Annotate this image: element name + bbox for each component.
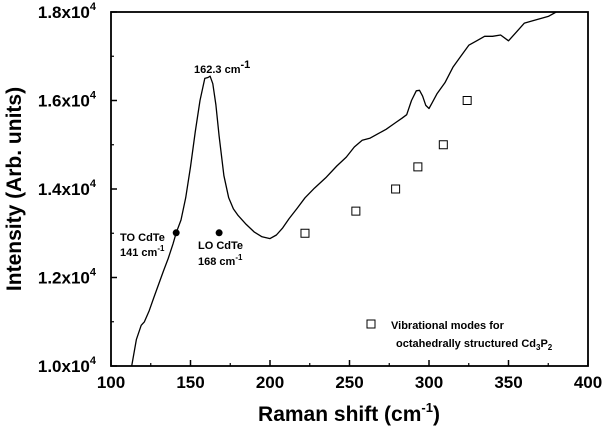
y-tick-exponent: 4	[90, 178, 97, 190]
legend-marker	[366, 319, 376, 329]
lo-cdte-value-sup: -1	[235, 253, 243, 262]
legend-line-2-main: octahedrally structured Cd	[396, 338, 536, 350]
vibrational-mode-marker	[438, 140, 448, 150]
x-tick-label: 300	[415, 373, 443, 392]
legend: Vibrational modes for octahedrally struc…	[366, 319, 553, 352]
to-cdte-label: TO CdTe	[120, 232, 165, 244]
y-axis-title: Intensity (Arb. units)	[3, 87, 26, 291]
x-axis-title-sup: -1	[421, 400, 433, 415]
y-tick-exponent: 4	[90, 90, 97, 102]
legend-sub-1: 3	[536, 343, 541, 352]
y-tick-label: 1.8x104	[38, 1, 97, 22]
plot-frame	[110, 11, 589, 367]
to-cdte-value: 141 cm-1	[120, 244, 165, 259]
peak-annotation-text: 162.3 cm	[194, 64, 241, 76]
x-tick-label: 400	[574, 373, 602, 392]
vibrational-mode-marker	[351, 206, 361, 216]
x-axis-title-close: )	[433, 403, 440, 426]
vibrational-mode-marker	[413, 162, 423, 172]
y-tick-label: 1.4x104	[38, 178, 97, 199]
x-tick-label: 350	[494, 373, 522, 392]
to-cdte-value-text: 141 cm	[120, 247, 158, 259]
legend-sub-2: 2	[548, 343, 553, 352]
vibrational-mode-marker	[462, 96, 472, 105]
y-tick-label: 1.2x104	[38, 267, 97, 288]
x-tick-label: 200	[256, 373, 284, 392]
y-tick-exponent: 4	[90, 267, 97, 279]
peak-annotation-sup: -1	[240, 59, 250, 71]
x-tick-label: 250	[335, 373, 363, 392]
lo-cdte-value: 168 cm-1	[198, 253, 243, 268]
vibrational-mode-marker	[300, 228, 310, 238]
legend-mid: P	[540, 338, 547, 350]
peak-annotation: 162.3 cm-1	[194, 59, 250, 76]
cdte-phonon-point	[215, 229, 223, 237]
y-tick-mantissa: 1.0x10	[38, 357, 90, 376]
y-tick-mantissa: 1.8x10	[38, 3, 90, 22]
to-cdte-value-sup: -1	[157, 244, 165, 253]
legend-line-1: Vibrational modes for	[391, 320, 505, 332]
spectrum-line	[131, 11, 557, 367]
y-tick-label: 1.0x104	[38, 355, 97, 376]
y-tick-mantissa: 1.4x10	[38, 180, 90, 199]
x-tick-label: 150	[176, 373, 204, 392]
y-tick-label: 1.6x104	[38, 90, 97, 111]
lo-cdte-label: LO CdTe	[198, 240, 243, 252]
y-tick-mantissa: 1.2x10	[38, 269, 90, 288]
legend-line-2: octahedrally structured Cd3P2	[396, 338, 553, 352]
y-tick-exponent: 4	[90, 1, 97, 13]
y-tick-mantissa: 1.6x10	[38, 92, 90, 111]
x-axis-title-text: Raman shift (cm	[258, 403, 421, 426]
lo-cdte-value-text: 168 cm	[198, 256, 236, 268]
x-axis-title: Raman shift (cm-1)	[258, 400, 440, 426]
x-tick-label: 100	[97, 373, 125, 392]
y-tick-exponent: 4	[90, 355, 97, 367]
vibrational-mode-marker	[391, 184, 401, 194]
cdte-phonon-point	[172, 229, 180, 237]
